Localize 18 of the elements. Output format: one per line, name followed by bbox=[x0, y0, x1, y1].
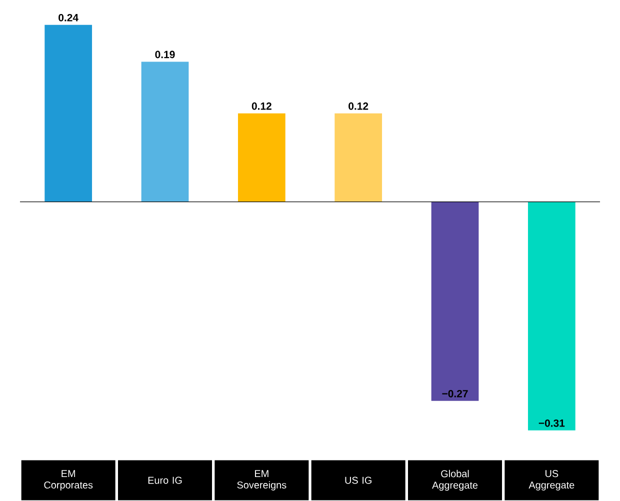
x-tick-label: EM Corporates bbox=[44, 470, 93, 490]
bar bbox=[238, 113, 286, 202]
x-tick-label: US IG bbox=[345, 476, 372, 484]
x-tick-label: EM Sovereigns bbox=[237, 470, 286, 490]
bar bbox=[334, 113, 382, 202]
x-tick-label: Global Aggregate bbox=[432, 470, 478, 491]
bar bbox=[141, 62, 189, 202]
data-label: −0.27 bbox=[442, 390, 468, 398]
x-tick-label: Euro IG bbox=[148, 476, 182, 484]
data-label: 0.12 bbox=[348, 102, 368, 110]
data-label: 0.12 bbox=[252, 102, 272, 110]
data-label: −0.31 bbox=[538, 419, 565, 427]
bar bbox=[528, 202, 576, 430]
x-tick-label: US Aggregate bbox=[528, 470, 574, 490]
bar bbox=[431, 202, 479, 401]
data-label: 0.19 bbox=[155, 50, 175, 58]
bar bbox=[44, 24, 92, 202]
data-label: 0.24 bbox=[58, 14, 78, 22]
